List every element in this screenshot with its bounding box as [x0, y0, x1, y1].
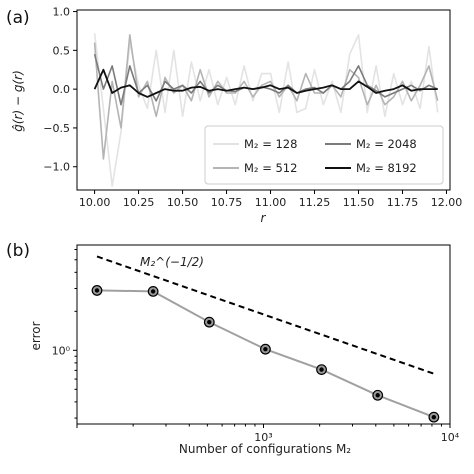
panel-b-xtick-label: 10³ — [254, 431, 272, 444]
legend-label-128: M₂ = 128 — [244, 137, 297, 151]
panel-a-xlabel: r — [261, 211, 267, 225]
panel-a-plot: 10.00 10.25 10.50 10.75 11.00 11.25 11.50 11.75… — [11, 6, 462, 225]
panel-b-point-inner — [207, 319, 212, 325]
panel-b-ylabel: error — [29, 321, 43, 350]
panel-label-b: (b) — [6, 241, 30, 261]
panel-b-yticks: 10⁰ — [52, 249, 77, 419]
panel-a-ytick-label: −1.0 — [43, 161, 70, 174]
panel-b-point-inner — [150, 289, 156, 294]
legend-label-512: M₂ = 512 — [244, 161, 297, 175]
panel-a-ytick-label: 0.0 — [53, 83, 71, 96]
panel-a-frame — [76, 9, 451, 191]
panel-a-yticks: 1.0 0.5 0.0 −0.5 −1.0 — [43, 6, 77, 174]
panel-b-frame — [76, 244, 451, 425]
panel-b-plot: 10³ 10⁴ 10⁰ Number of configurations M₂ e… — [29, 244, 460, 456]
panel-b-xticks: 10³ 10⁴ — [76, 424, 460, 444]
panel-a-xtick-label: 10.00 — [79, 196, 111, 209]
panel-b-ytick-label: 10⁰ — [52, 344, 71, 357]
panel-a-series-line-2 — [93, 54, 439, 106]
panel-a-xtick-label: 11.75 — [387, 196, 419, 209]
panel-a-xticks: 10.00 10.25 10.50 10.75 11.00 11.25 11.50 11.75… — [79, 190, 462, 209]
panel-b-point-inner — [94, 288, 100, 293]
panel-a-ytick-label: 0.5 — [53, 44, 71, 57]
panel-b-xlabel: Number of configurations M₂ — [179, 442, 351, 456]
panel-a-xtick-label: 10.25 — [123, 196, 155, 209]
panel-b-xtick-label: 10⁴ — [441, 431, 460, 444]
panel-a-xtick-label: 11.50 — [343, 196, 375, 209]
panel-a-series-line-1 — [93, 33, 439, 160]
panel-a-ytick-label: 1.0 — [53, 6, 71, 19]
panel-a-xtick-label: 11.25 — [299, 196, 331, 209]
panel-b-point-inner — [263, 347, 268, 352]
panel-a-series-line-3 — [93, 68, 438, 98]
panel-b-annotation: M₂^(−1/2) — [140, 255, 204, 269]
panel-a-xtick-label: 11.00 — [255, 196, 287, 209]
panel-a-legend: M₂ = 128 M₂ = 512 M₂ = 2048 M₂ = 8192 — [204, 125, 444, 185]
legend-label-2048: M₂ = 2048 — [356, 137, 417, 151]
panel-a-xtick-label: 10.75 — [211, 196, 243, 209]
panel-b-point-inner — [319, 367, 324, 372]
panel-b-series-group — [91, 255, 440, 423]
legend-label-8192: M₂ = 8192 — [356, 161, 417, 175]
panel-a-xtick-label: 12.00 — [431, 196, 463, 209]
panel-a-series-group — [93, 33, 439, 187]
panel-label-a: (a) — [6, 8, 30, 28]
legend-box — [204, 125, 444, 185]
panel-b-point-inner — [431, 414, 437, 420]
panel-b-reference-line — [96, 255, 435, 375]
panel-a-ytick-label: −0.5 — [43, 122, 70, 135]
panel-a-ylabel: ĝ(r) − g(r) — [11, 70, 25, 132]
panel-b-point-inner — [375, 393, 380, 398]
panel-a-xtick-label: 10.50 — [167, 196, 199, 209]
